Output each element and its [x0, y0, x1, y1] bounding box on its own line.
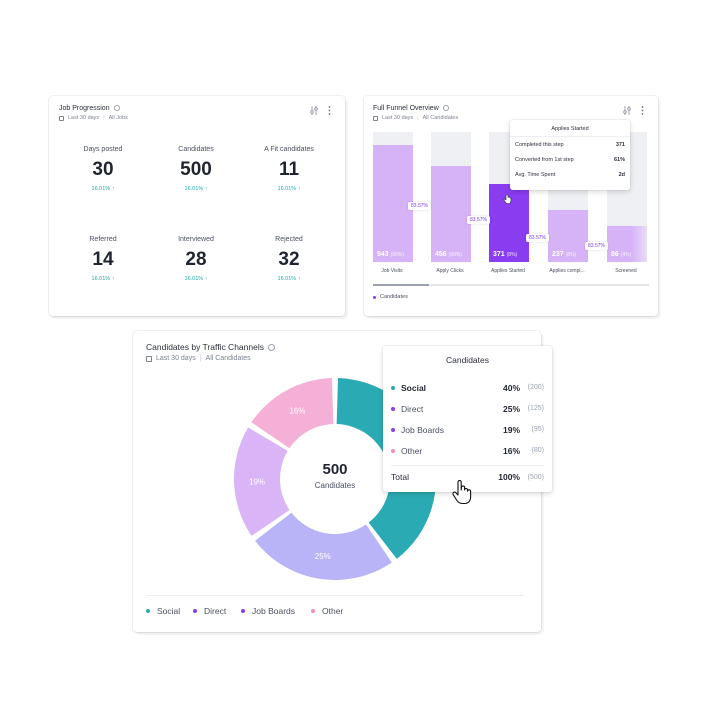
conversion-badge: 83.57%	[585, 242, 608, 250]
donut-slice-label: 16%	[289, 407, 305, 416]
period-filter[interactable]: Last 30 days	[382, 115, 414, 121]
stat-days-posted: Days posted 30 16.01% ↑	[83, 146, 123, 192]
legend-divider	[146, 595, 524, 596]
funnel-bar-count: 86 (4%)	[611, 251, 632, 258]
calendar-icon	[146, 355, 152, 362]
funnel-bar[interactable]: 456 (89%)	[431, 132, 471, 262]
tooltip-row: Converted from 1st step 61%	[515, 156, 625, 163]
period-filter[interactable]: Last 30 days	[68, 115, 100, 121]
stat-candidates: Candidates 500 16.01% ↑	[178, 146, 214, 192]
stat-rejected: Rejected 32 16.01% ↑	[275, 236, 303, 282]
popup-row-social: Social 40% (200)	[383, 377, 552, 398]
more-options-icon[interactable]	[641, 106, 644, 115]
info-icon[interactable]	[267, 344, 275, 352]
donut-center: 500 Candidates	[285, 461, 385, 490]
job-progression-title: Job Progression	[59, 105, 120, 112]
scope-filter[interactable]: All Candidates	[422, 115, 459, 121]
funnel-filters: Last 30 days | All Candidates	[373, 115, 458, 121]
funnel-tooltip: Applies Started Completed this step 371 C…	[510, 120, 630, 190]
funnel-stage-label: Apply Clicks	[436, 268, 464, 274]
funnel-title: Full Funnel Overview	[373, 105, 449, 112]
funnel-bar-count: 456 (89%)	[435, 251, 462, 258]
job-progression-filters: Last 30 days | All Jobs	[59, 115, 128, 121]
donut-slice-job-boards[interactable]	[234, 427, 290, 536]
traffic-popup: Candidates Social 40% (200) Direct 25% (125)…	[383, 346, 552, 492]
legend-item-other[interactable]: Other	[311, 606, 343, 616]
funnel-stage-label: Applies Started	[491, 268, 525, 274]
donut-slice-label: 25%	[315, 552, 331, 561]
info-icon[interactable]	[113, 105, 120, 112]
tooltip-row: Completed this step 371	[515, 141, 625, 148]
legend-item-job-boards[interactable]: Job Boards	[241, 606, 295, 616]
donut-slice-other[interactable]	[251, 378, 334, 449]
conversion-badge: 83.57%	[467, 216, 490, 224]
popup-title: Candidates	[445, 355, 489, 365]
funnel-stage-label: Screened	[615, 268, 637, 274]
traffic-filters: Last 30 days | All Candidates	[146, 355, 251, 362]
tooltip-title: Applies Started	[510, 120, 630, 137]
calendar-icon	[373, 115, 378, 121]
tooltip-row: Avg. Time Spent 2d	[515, 171, 625, 178]
legend-item-direct[interactable]: Direct	[193, 606, 226, 616]
funnel-card: Full Funnel Overview Last 30 days | All …	[364, 96, 658, 316]
popup-row-direct: Direct 25% (125)	[383, 398, 552, 419]
popup-row-job-boards: Job Boards 19% (95)	[383, 419, 552, 440]
legend-item-social[interactable]: Social	[146, 606, 180, 616]
funnel-stage-label: Job Visits	[381, 268, 403, 274]
funnel-scrollbar[interactable]	[373, 284, 649, 286]
filter-settings-icon[interactable]	[623, 106, 631, 115]
filter-settings-icon[interactable]	[310, 106, 318, 115]
donut-slice-label: 19%	[249, 477, 265, 486]
period-filter[interactable]: Last 30 days	[156, 355, 196, 362]
stat-fit-candidates: A Fit candidates 11 16.01% ↑	[264, 146, 314, 192]
calendar-icon	[59, 115, 64, 121]
legend-dot	[373, 295, 376, 299]
pointer-cursor-icon	[503, 194, 512, 204]
funnel-legend: Candidates	[373, 294, 408, 300]
hand-pointer-icon	[452, 480, 472, 505]
scope-filter[interactable]: All Candidates	[205, 355, 251, 362]
conversion-badge: 83.57%	[408, 202, 431, 210]
donut-center-value: 500	[322, 461, 348, 478]
donut-slice-direct[interactable]	[255, 512, 392, 580]
popup-row-other: Other 16% (80)	[383, 440, 552, 461]
conversion-badge: 83.57%	[526, 234, 549, 242]
funnel-bar-count: 543 (90%)	[377, 251, 404, 258]
funnel-bar-count: 237 (8%)	[552, 251, 577, 258]
more-options-icon[interactable]	[328, 106, 331, 115]
popup-row-total: Total 100% (500)	[391, 472, 544, 482]
funnel-bar[interactable]: 543 (90%)	[373, 132, 413, 262]
traffic-title: Candidates by Traffic Channels	[146, 342, 275, 352]
funnel-bar-count: 371 (8%)	[493, 251, 518, 258]
funnel-stage-label: Applies compl...	[549, 268, 585, 274]
donut-center-label: Candidates	[314, 481, 356, 490]
job-progression-card: Job Progression Last 30 days | All Jobs …	[49, 96, 345, 316]
info-icon[interactable]	[442, 105, 449, 112]
stat-referred: Referred 14 16.01% ↑	[89, 236, 117, 282]
scope-filter[interactable]: All Jobs	[108, 115, 128, 121]
stat-interviewed: Interviewed 28 16.01% ↑	[178, 236, 214, 282]
